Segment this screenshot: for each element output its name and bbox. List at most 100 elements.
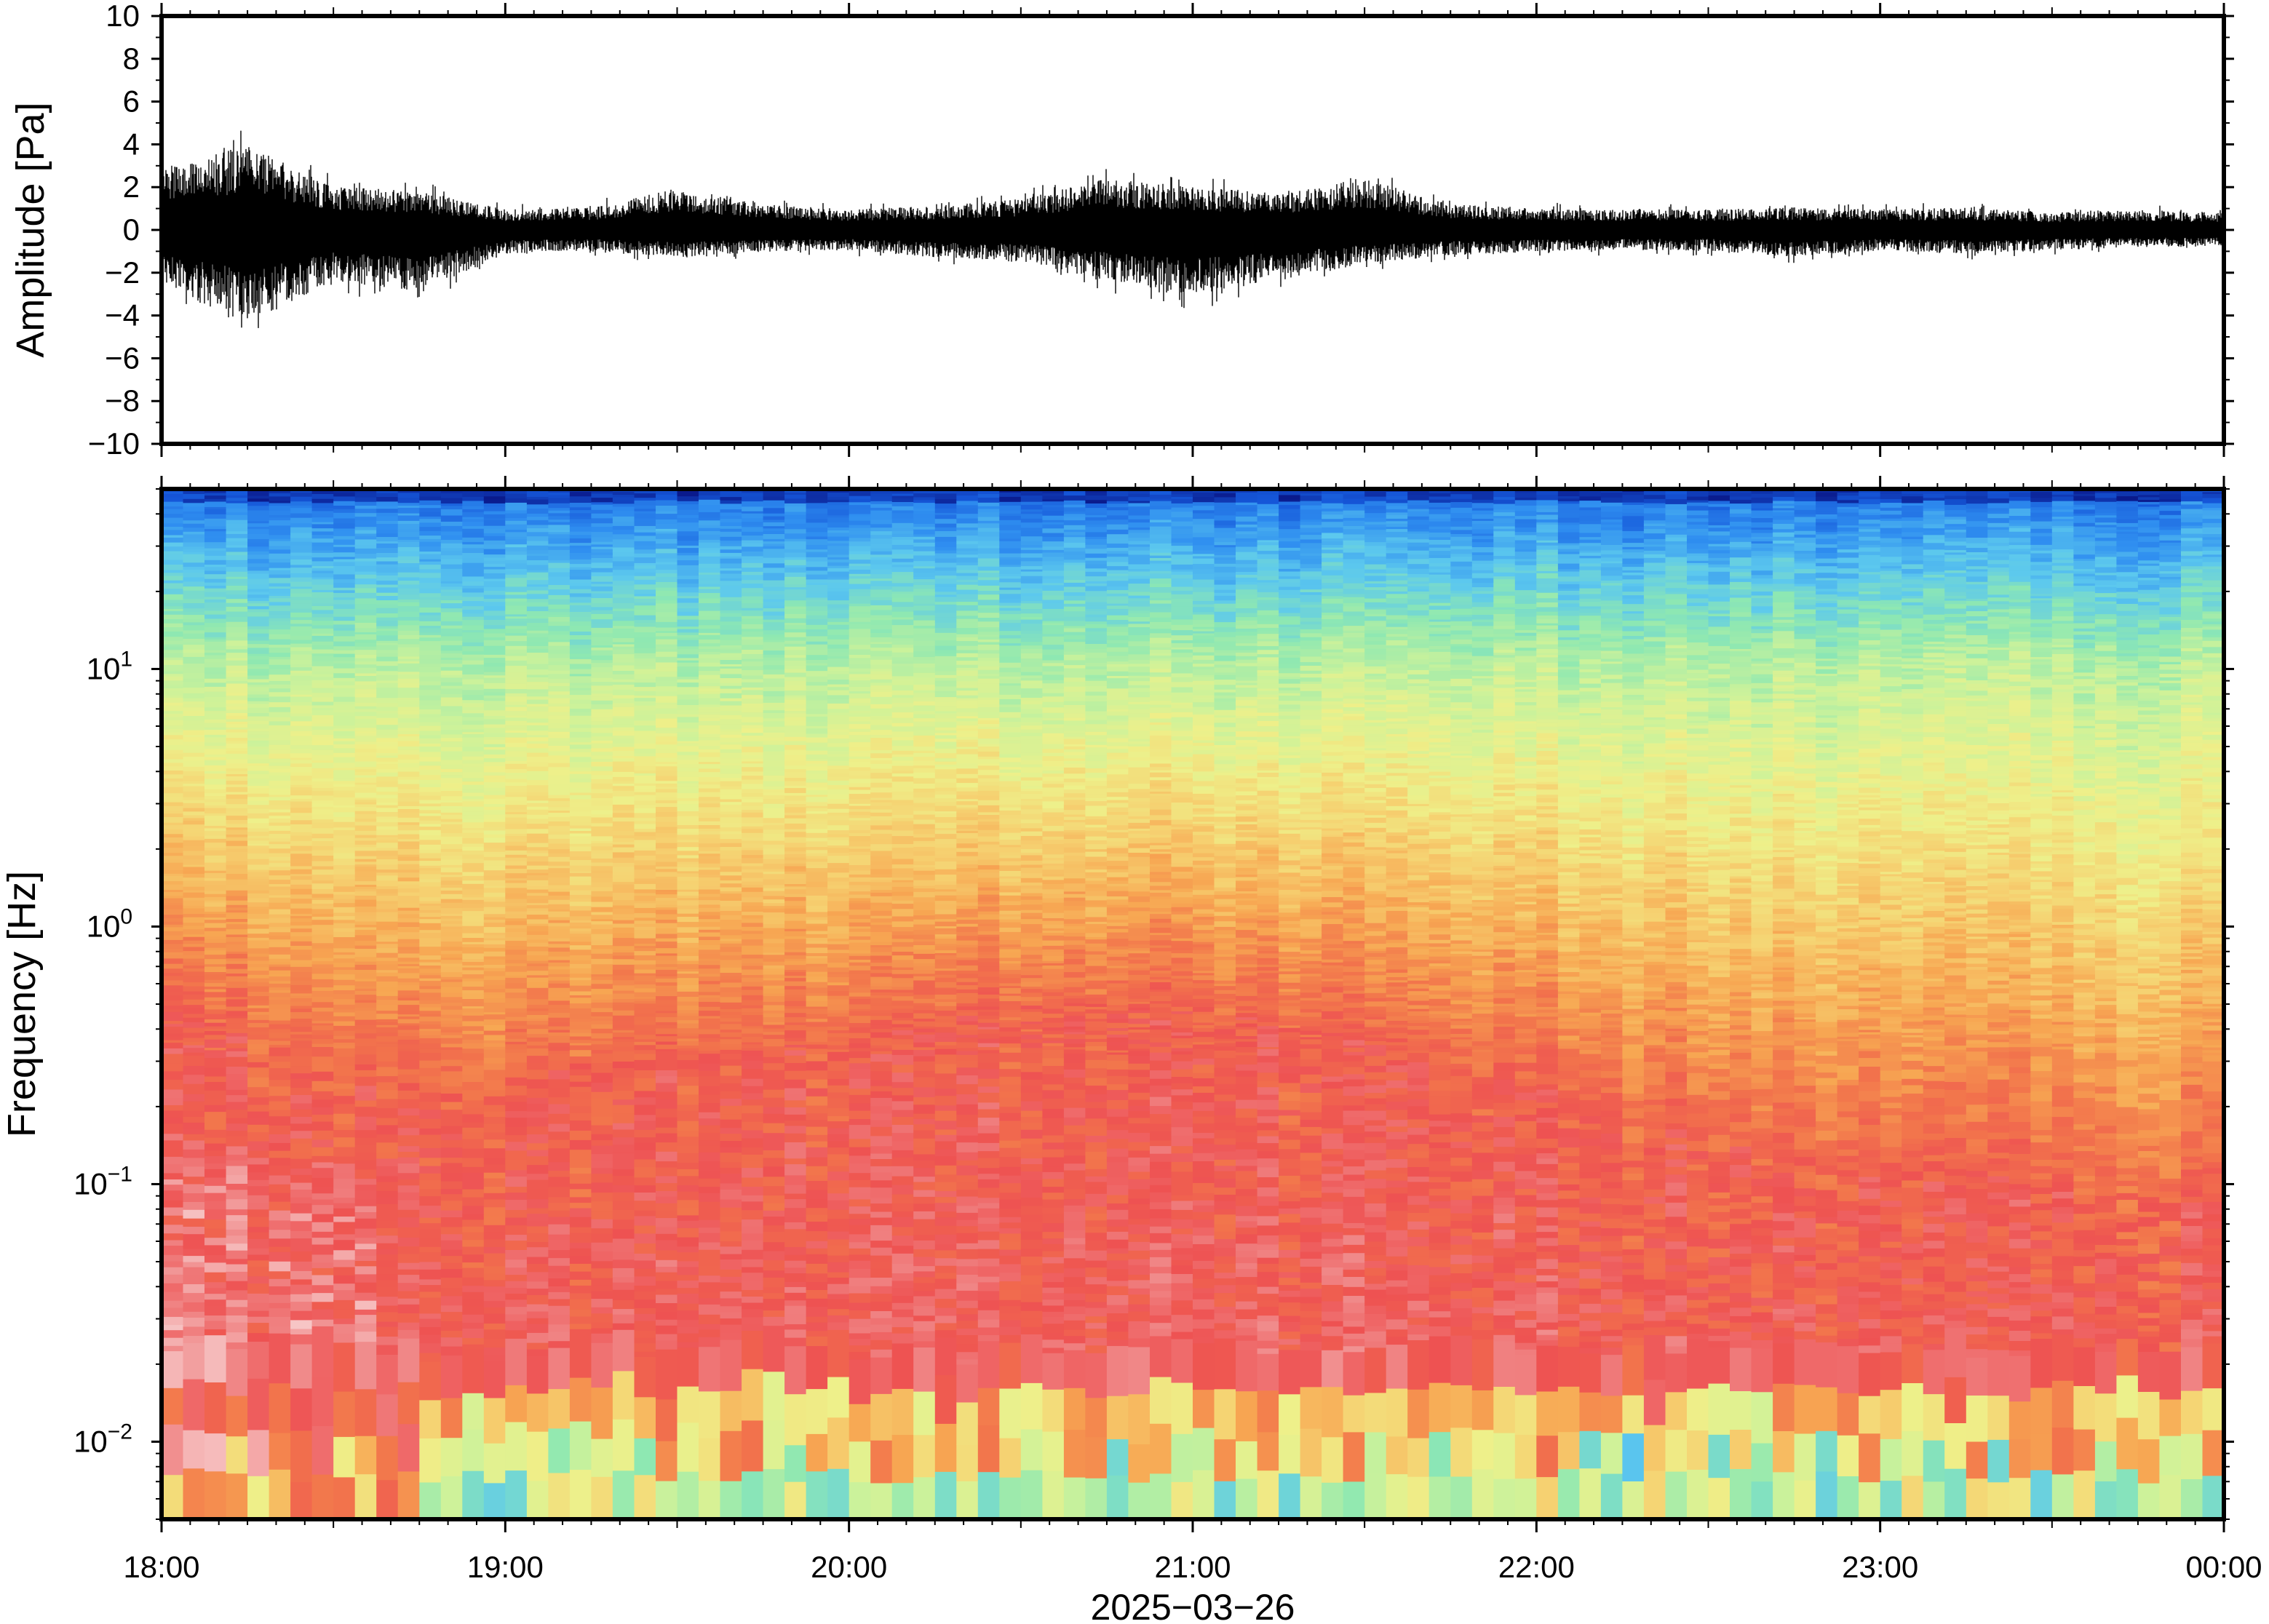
spectrogram-cell (333, 546, 356, 553)
spectrogram-cell (656, 1091, 678, 1099)
spectrogram-cell (247, 659, 270, 664)
spectrogram-cell (162, 667, 184, 672)
spectrogram-cell (483, 798, 506, 804)
spectrogram-cell (720, 1059, 742, 1066)
spectrogram-cell (656, 644, 678, 647)
waveform-trace (162, 130, 2224, 328)
spectrogram-cell (162, 810, 184, 814)
spectrogram-cell (677, 736, 699, 741)
spectrogram-cell (333, 573, 356, 580)
spectrogram-cell (247, 1179, 270, 1187)
spectrogram-cell (162, 1200, 184, 1208)
spectrogram-cell (162, 895, 184, 899)
spectrogram-cell (247, 1048, 270, 1055)
spectrogram-cell (462, 751, 485, 757)
spectrogram-cell (612, 1282, 635, 1290)
spectrogram-cell (247, 1341, 270, 1379)
spectrogram-cell (226, 827, 248, 830)
spectrogram-cell (483, 922, 506, 928)
spectrogram-cell (354, 1218, 377, 1229)
spectrogram-cell (440, 650, 464, 653)
spectrogram-cell (440, 1118, 464, 1126)
spectrogram-cell (483, 880, 506, 886)
spectrogram-cell (204, 607, 227, 611)
spectrogram-cell (677, 570, 699, 576)
spectrogram-cell (612, 804, 635, 808)
spectrogram-cell (226, 520, 248, 524)
spectrogram-cell (634, 653, 656, 656)
spectrogram-cell (569, 531, 592, 536)
spectrogram-cell (656, 861, 678, 867)
spectrogram-cell (677, 1347, 699, 1387)
spectrogram-cell (269, 1061, 291, 1069)
spectrogram-cell (699, 1291, 721, 1299)
spectrogram-cell (226, 576, 248, 579)
spectrogram-cell (162, 1307, 184, 1317)
spectrogram-cell (162, 822, 184, 826)
spectrogram-cell (397, 968, 420, 974)
spectrogram-cell (612, 1169, 635, 1177)
spectrogram-cell (656, 595, 678, 601)
spectrogram-cell (311, 729, 334, 735)
spectrogram-cell (290, 1102, 313, 1110)
spectrogram-cell (483, 1139, 506, 1149)
spectrogram-cell (440, 581, 464, 584)
spectrogram-cell (612, 998, 635, 1003)
spectrogram-cell (162, 759, 184, 763)
spectrogram-cell (419, 559, 442, 562)
spectrogram-cell (483, 875, 506, 880)
spectrogram-cell (526, 960, 549, 964)
spectrogram-cell (656, 974, 678, 976)
spectrogram-cell (162, 1206, 184, 1216)
spectrogram-cell (548, 789, 571, 795)
spectrogram-cell (591, 1227, 613, 1234)
spectrogram-cell (612, 1289, 635, 1300)
spectrogram-cell (526, 669, 549, 675)
spectrogram-cell (311, 570, 334, 573)
spectrogram-cell (376, 560, 399, 565)
spectrogram-cell (204, 666, 227, 672)
spectrogram-cell (183, 638, 205, 642)
spectrogram-cell (462, 998, 485, 1003)
spectrogram-cell (505, 811, 528, 815)
spectrogram-cell (720, 1340, 742, 1391)
spectrogram-cell (505, 861, 528, 866)
spectrogram-cell (376, 1243, 399, 1249)
spectrogram-cell (677, 509, 699, 515)
spectrogram-cell (204, 807, 227, 811)
spectrogram-cell (612, 785, 635, 789)
spectrogram-cell (226, 1281, 248, 1291)
spectrogram-cell (505, 868, 528, 874)
spectrogram-cell (440, 931, 464, 937)
spectrogram-cell (634, 964, 656, 970)
spectrogram-cell (462, 798, 485, 802)
spectrogram-cell (483, 645, 506, 650)
spectrogram-cell (397, 1290, 420, 1299)
spectrogram-cell (677, 501, 699, 505)
spectrogram-cell (634, 1030, 656, 1035)
spectrogram-cell (569, 920, 592, 923)
spectrogram-cell (612, 881, 635, 885)
spectrogram-cell (333, 1088, 356, 1096)
spectrogram-cell (548, 1038, 571, 1043)
spectrogram-cell (162, 842, 184, 848)
spectrogram-cell (677, 583, 699, 588)
spectrogram-cell (483, 1096, 506, 1105)
spectrogram-cell (183, 1176, 205, 1185)
spectrogram-cell (548, 991, 571, 998)
spectrogram-cell (634, 598, 656, 602)
spectrogram-cell (591, 870, 613, 874)
spectrogram-cell (677, 971, 699, 974)
spectrogram-cell (162, 984, 184, 989)
spectrogram-cell (462, 926, 485, 931)
spectrogram-cell (354, 813, 377, 819)
spectrogram-cell (311, 498, 334, 503)
spectrogram-cell (162, 1097, 184, 1105)
spectrogram-cell (656, 1117, 678, 1128)
spectrogram-cell (505, 804, 528, 810)
spectrogram-cell (591, 940, 613, 945)
spectrogram-cell (720, 1216, 742, 1222)
spectrogram-cell (269, 1008, 291, 1016)
spectrogram-cell (677, 828, 699, 833)
spectrogram-cell (720, 1189, 742, 1200)
